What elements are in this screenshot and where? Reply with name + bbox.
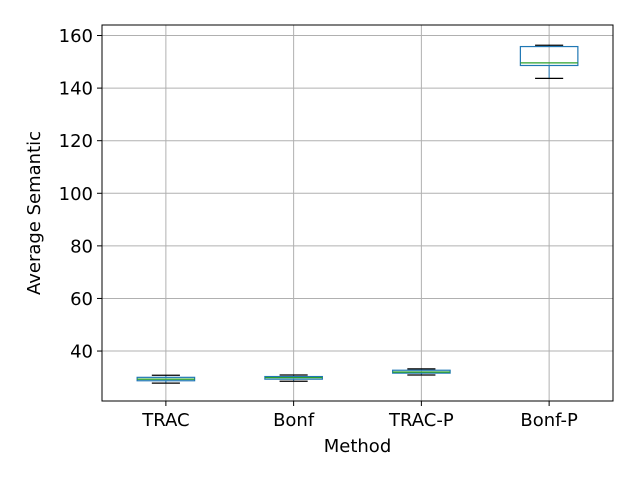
- y-axis-label: Average Semantic: [24, 131, 45, 295]
- y-tick-label: 160: [59, 26, 93, 47]
- plot-area-frame: [101, 24, 614, 402]
- box-trac: [136, 374, 196, 384]
- box-trac-p: [392, 368, 451, 376]
- box-iqr: [519, 45, 579, 67]
- y-tick-label: 40: [70, 342, 93, 363]
- grid-lines: [102, 25, 613, 401]
- box-bonf: [264, 374, 323, 382]
- y-tick-label: 80: [70, 236, 93, 257]
- box-bonf-p: [519, 44, 579, 80]
- y-tick-label: 100: [59, 184, 93, 205]
- x-tick-label: TRAC: [141, 410, 189, 431]
- x-tick-label: Bonf-P: [520, 410, 578, 431]
- y-axis-ticks: 40 60 80 100 120 140 160: [59, 26, 102, 363]
- x-tick-label: Bonf: [273, 410, 315, 431]
- y-tick-label: 60: [70, 289, 93, 310]
- box-layer: [136, 44, 579, 384]
- x-axis-label: Method: [324, 436, 392, 457]
- x-axis-ticks: TRAC Bonf TRAC-P Bonf-P: [141, 401, 578, 431]
- y-tick-label: 140: [59, 79, 93, 100]
- y-tick-label: 120: [59, 131, 93, 152]
- x-tick-label: TRAC-P: [388, 410, 454, 431]
